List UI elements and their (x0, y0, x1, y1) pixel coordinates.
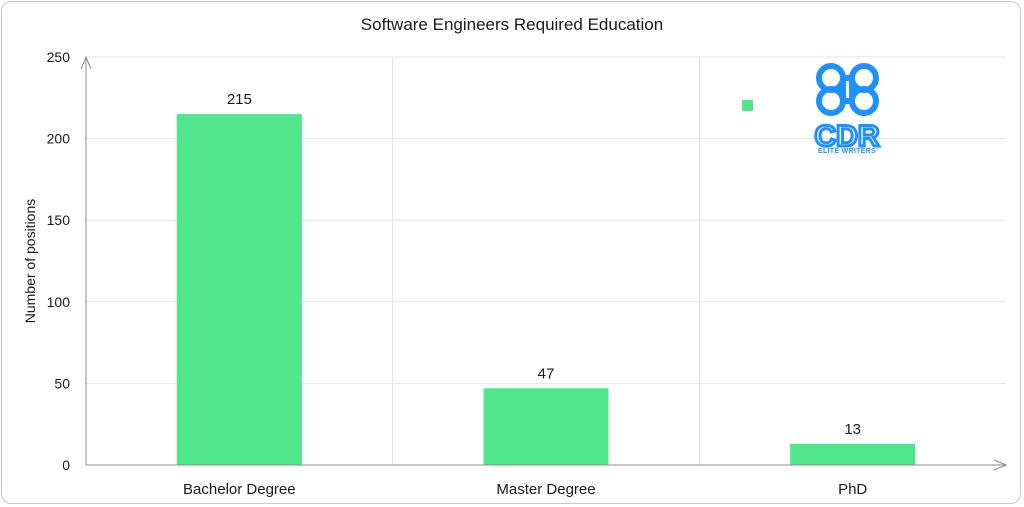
chart-title: Software Engineers Required Education (361, 15, 663, 34)
x-tick-labels: Bachelor Degree Master Degree PhD (183, 481, 867, 498)
bars (176, 114, 916, 466)
bar (790, 443, 916, 465)
y-tick-label: 0 (62, 457, 70, 473)
y-tick-label: 250 (47, 49, 71, 65)
data-label: 47 (538, 365, 555, 382)
bar (483, 388, 609, 465)
y-tick-label: 200 (47, 131, 71, 147)
y-tick-label: 150 (47, 212, 71, 228)
y-axis-title: Number of positions (22, 199, 38, 324)
logo-text: CDR (815, 120, 880, 153)
y-tick-label: 100 (47, 294, 71, 310)
logo-subtitle: ELITE WRITERS (818, 148, 876, 155)
cdr-logo: CDR ELITE WRITERS (813, 63, 881, 155)
logo-knot-icon (816, 63, 879, 116)
axes (80, 55, 1008, 471)
legend-marker (742, 100, 753, 111)
data-label: 13 (844, 421, 861, 438)
y-axis-arrow (80, 55, 92, 70)
data-label: 215 (227, 91, 252, 108)
bar (176, 114, 302, 466)
y-tick-labels: 0 50 100 150 200 250 (47, 49, 71, 473)
data-labels: 215 47 13 (227, 91, 861, 438)
y-tick-label: 50 (54, 375, 70, 391)
x-tick-label: PhD (838, 481, 867, 498)
x-tick-label: Master Degree (496, 481, 595, 498)
x-axis-arrow (993, 459, 1008, 471)
x-tick-label: Bachelor Degree (183, 481, 296, 498)
